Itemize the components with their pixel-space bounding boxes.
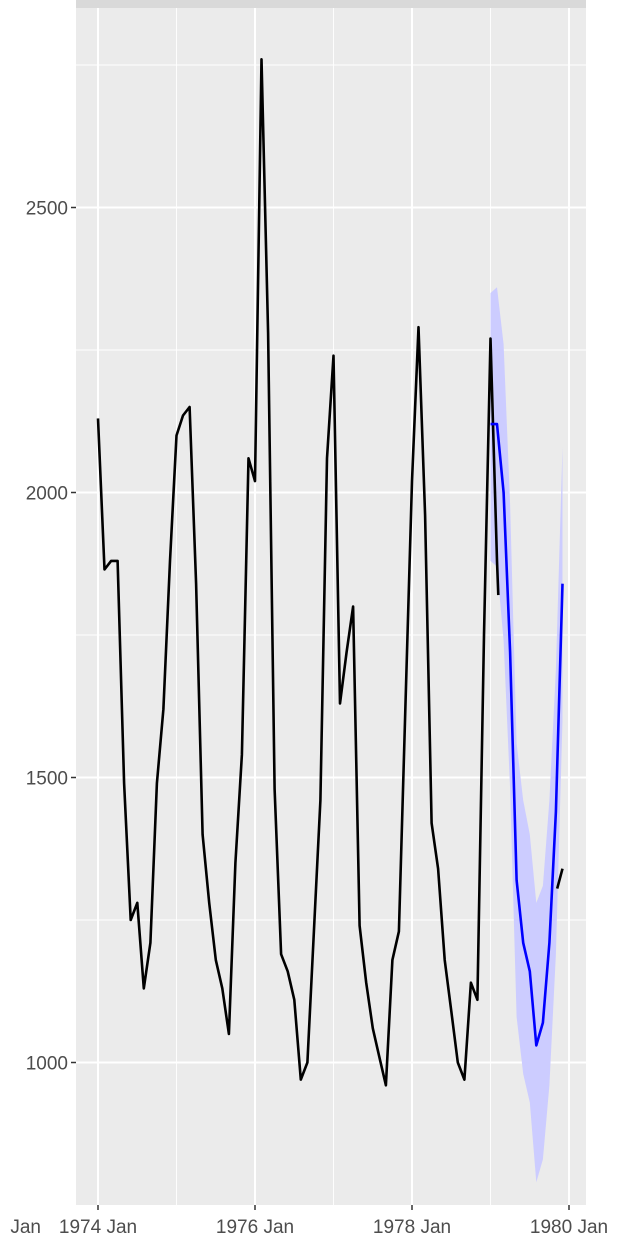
observed-series-line [96, 57, 500, 1087]
y-tick-label: 2000 [26, 484, 68, 505]
x-tick-label: 1976 Jan [216, 1217, 294, 1238]
y-axis: 1000 1500 2000 2500 [26, 199, 76, 1075]
y-tick-label: 2500 [26, 199, 68, 220]
x-tick-label: 1980 Jan [530, 1217, 608, 1238]
observed-tail-series-line [555, 868, 564, 889]
x-tick-label: Jan [10, 1217, 41, 1238]
series-lines [96, 57, 564, 1087]
x-tick-label: 1974 Jan [59, 1217, 137, 1238]
forecast-series-line [490, 422, 564, 1047]
prediction-interval-band [490, 287, 563, 1183]
x-axis: Jan 1974 Jan 1976 Jan 1978 Jan 1980 Jan [10, 1205, 608, 1238]
y-tick-label: 1500 [26, 769, 68, 790]
y-tick-label: 1000 [26, 1054, 68, 1075]
x-tick-label: 1978 Jan [373, 1217, 451, 1238]
forecast-interval-band [490, 287, 563, 1183]
facet-strip [76, 0, 586, 8]
